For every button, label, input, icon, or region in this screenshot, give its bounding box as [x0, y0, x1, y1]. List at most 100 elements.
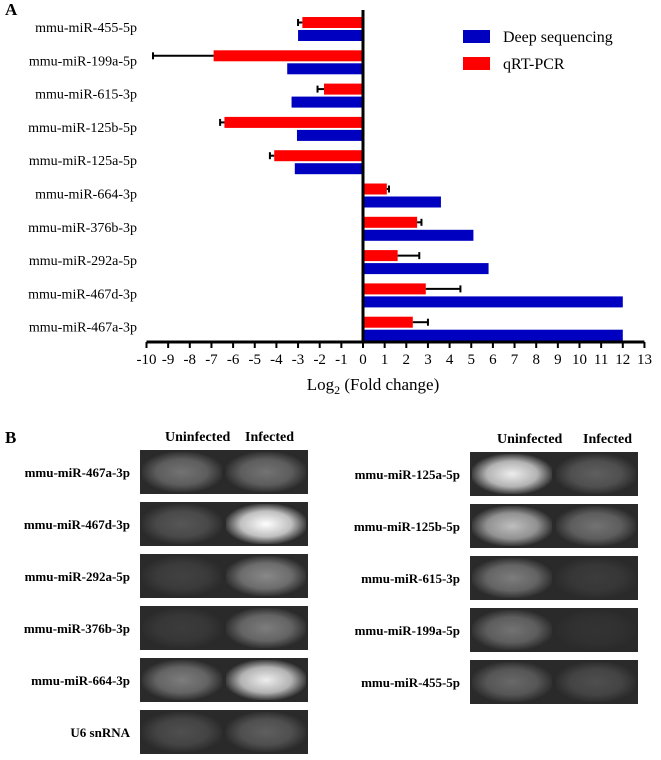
- gel-row-label: U6 snRNA: [70, 725, 130, 740]
- band-uninfected: [142, 556, 222, 596]
- x-tick-label: -4: [270, 352, 283, 368]
- gel-image: [470, 504, 638, 548]
- qrt-pcr-bar: [274, 150, 363, 162]
- category-label: mmu-miR-467a-3p: [29, 321, 137, 336]
- gel-image: [470, 452, 638, 496]
- qrt-pcr-bar: [363, 316, 413, 328]
- band-infected: [556, 558, 636, 598]
- gel-image: [140, 450, 308, 494]
- x-tick-label: 6: [489, 352, 497, 368]
- band-infected: [556, 506, 636, 546]
- deep-sequencing-bar: [363, 263, 489, 275]
- deep-sequencing-bar: [363, 196, 441, 208]
- band-uninfected: [142, 660, 222, 700]
- x-tick-label: 5: [468, 352, 476, 368]
- x-tick-label: 11: [594, 352, 608, 368]
- legend-swatch: [463, 57, 490, 70]
- x-tick-label: -5: [249, 352, 262, 368]
- band-uninfected: [142, 608, 222, 648]
- band-infected: [226, 712, 306, 752]
- band-infected: [226, 608, 306, 648]
- qrt-pcr-bar: [213, 50, 363, 62]
- category-label: mmu-miR-455-5p: [35, 21, 137, 36]
- band-uninfected: [472, 610, 552, 650]
- gel-image: [470, 660, 638, 704]
- category-label: mmu-miR-292a-5p: [29, 254, 137, 269]
- category-label: mmu-miR-664-3p: [35, 188, 137, 203]
- gel-row-label: mmu-miR-467a-3p: [24, 465, 130, 480]
- x-axis-title-part: (Fold change): [340, 375, 439, 394]
- gel-image: [140, 502, 308, 546]
- x-tick-label: -9: [162, 352, 175, 368]
- band-uninfected: [472, 454, 552, 494]
- x-axis-title-part: Log: [307, 375, 335, 394]
- gel-image: [140, 554, 308, 598]
- right-header-infected: Infected: [583, 432, 632, 447]
- deep-sequencing-bar: [298, 30, 363, 41]
- x-axis-title: Log2 (Fold change): [307, 375, 440, 397]
- band-infected: [226, 504, 306, 544]
- gel-row-label: mmu-miR-125a-5p: [354, 467, 460, 482]
- x-tick-label: -8: [184, 352, 197, 368]
- category-label: mmu-miR-376b-3p: [28, 221, 137, 236]
- gel-row-label: mmu-miR-455-5p: [361, 675, 460, 690]
- band-infected: [226, 660, 306, 700]
- category-label: mmu-miR-615-3p: [35, 88, 137, 103]
- gel-row-label: mmu-miR-467d-3p: [23, 517, 130, 532]
- x-tick-label: 10: [572, 352, 587, 368]
- left-header-infected: Infected: [245, 430, 294, 445]
- category-label: mmu-miR-467d-3p: [28, 287, 137, 302]
- gel-image: [470, 608, 638, 652]
- panel-a-label: A: [5, 0, 18, 19]
- x-tick-label: 9: [554, 352, 562, 368]
- band-uninfected: [472, 558, 552, 598]
- x-tick-label: -7: [205, 352, 218, 368]
- band-uninfected: [142, 712, 222, 752]
- band-infected: [556, 454, 636, 494]
- category-label: mmu-miR-199a-5p: [29, 54, 137, 69]
- deep-sequencing-bar: [291, 96, 363, 108]
- x-tick-label: 0: [359, 352, 367, 368]
- qrt-pcr-bar: [363, 250, 398, 262]
- gel-row-label: mmu-miR-125b-5p: [353, 519, 460, 534]
- x-tick-label: 12: [615, 352, 630, 368]
- qrt-pcr-bar: [324, 83, 363, 95]
- qrt-pcr-bar: [363, 216, 418, 228]
- band-uninfected: [472, 506, 552, 546]
- legend-swatch: [463, 30, 490, 43]
- left-header-uninfected: Uninfected: [165, 430, 231, 445]
- band-uninfected: [142, 504, 222, 544]
- x-tick-label: 7: [511, 352, 519, 368]
- deep-sequencing-bar: [287, 63, 363, 75]
- gel-image: [140, 710, 308, 754]
- gel-row-label: mmu-miR-376b-3p: [23, 621, 130, 636]
- x-tick-label: 8: [532, 352, 540, 368]
- x-axis-title-part: 2: [334, 383, 340, 397]
- gel-image: [140, 606, 308, 650]
- bar-chart: mmu-miR-455-5p mmu-miR-199a-5p mmu-miR-615…: [28, 10, 652, 397]
- gel-row-label: mmu-miR-664-3p: [31, 673, 130, 688]
- band-infected: [556, 662, 636, 702]
- deep-sequencing-bar: [363, 296, 623, 308]
- band-infected: [226, 556, 306, 596]
- band-infected: [556, 610, 636, 650]
- qrt-pcr-bar: [363, 283, 426, 295]
- x-tick-label: 13: [637, 352, 652, 368]
- category-label: mmu-miR-125a-5p: [29, 154, 137, 169]
- deep-sequencing-bar: [296, 129, 363, 141]
- x-tick-label: -6: [227, 352, 240, 368]
- gel-row-label: mmu-miR-615-3p: [361, 571, 460, 586]
- x-tick-label: -3: [292, 352, 305, 368]
- deep-sequencing-bar: [363, 329, 623, 341]
- x-tick-label: -10: [137, 352, 157, 368]
- gel-row-label: mmu-miR-199a-5p: [354, 623, 460, 638]
- category-label: mmu-miR-125b-5p: [28, 121, 137, 136]
- x-tick-label: 4: [446, 352, 454, 368]
- legend-label: Deep sequencing: [503, 29, 613, 46]
- deep-sequencing-bar: [363, 229, 474, 241]
- x-tick-label: -1: [335, 352, 348, 368]
- gel-row-label: mmu-miR-292a-5p: [24, 569, 130, 584]
- gel-image: [140, 658, 308, 702]
- deep-sequencing-bar: [294, 163, 363, 175]
